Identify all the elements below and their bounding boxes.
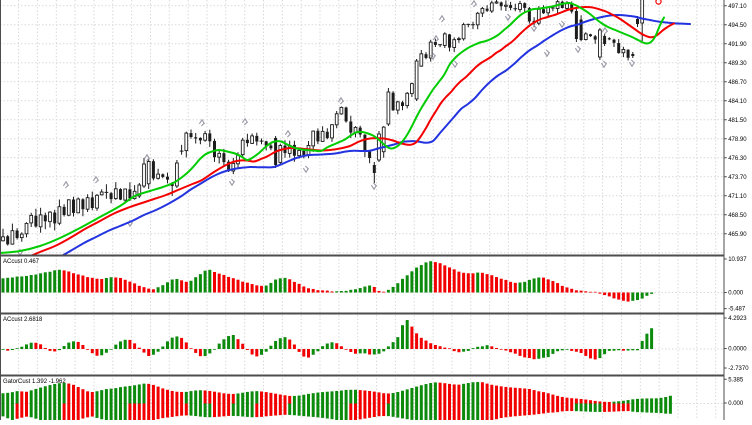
svg-text:478.90: 478.90: [728, 137, 747, 143]
svg-text:-2.7370: -2.7370: [728, 366, 749, 372]
svg-text:476.30: 476.30: [728, 156, 747, 162]
svg-text:465.90: 465.90: [728, 232, 747, 238]
svg-text:494.50: 494.50: [728, 23, 747, 29]
svg-text:ACcust 2.6818: ACcust 2.6818: [3, 317, 43, 323]
svg-text:0.0000: 0.0000: [728, 347, 747, 353]
svg-text:0.000: 0.000: [728, 401, 744, 407]
svg-text:10.937: 10.937: [728, 257, 747, 263]
svg-text:473.70: 473.70: [728, 175, 747, 181]
svg-text:ACcust 0.467: ACcust 0.467: [3, 259, 40, 265]
svg-text:484.10: 484.10: [728, 99, 747, 105]
svg-text:489.30: 489.30: [728, 61, 747, 67]
svg-text:-5.487: -5.487: [728, 307, 746, 313]
svg-text:GatorCust 1.392 -1.962: GatorCust 1.392 -1.962: [3, 379, 66, 385]
svg-text:486.70: 486.70: [728, 80, 747, 86]
svg-text:468.50: 468.50: [728, 213, 747, 219]
svg-text:5.385: 5.385: [728, 377, 744, 383]
svg-text:4.2923: 4.2923: [728, 316, 747, 322]
svg-text:0.000: 0.000: [728, 291, 744, 297]
svg-text:497.10: 497.10: [728, 4, 747, 10]
svg-text:481.50: 481.50: [728, 118, 747, 124]
svg-text:471.10: 471.10: [728, 194, 747, 200]
svg-text:491.90: 491.90: [728, 42, 747, 48]
